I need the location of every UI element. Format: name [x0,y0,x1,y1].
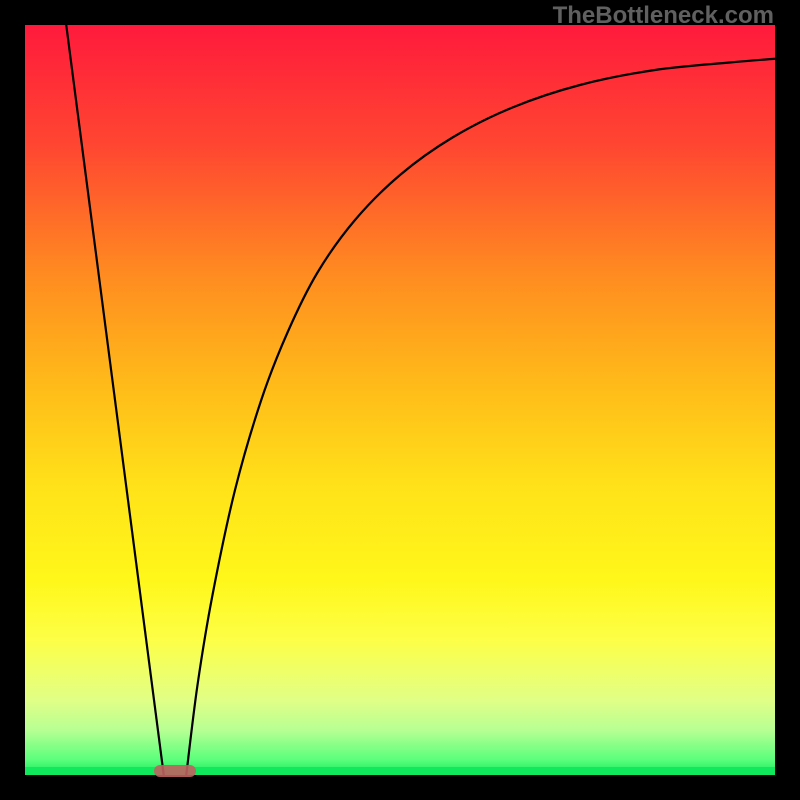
optimal-marker [154,765,195,777]
watermark-text: TheBottleneck.com [553,2,774,30]
chart-container: { "chart": { "type": "line", "canvas_px"… [0,0,800,800]
chart-background [25,25,775,775]
